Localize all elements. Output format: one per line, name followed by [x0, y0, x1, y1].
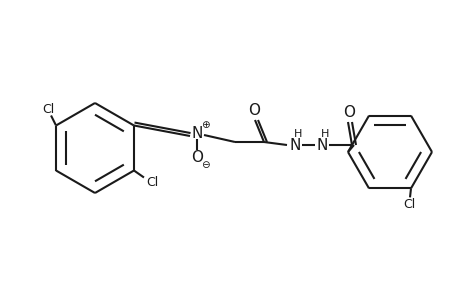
Text: N: N	[316, 137, 327, 152]
Text: O: O	[190, 149, 202, 164]
Text: ⊕: ⊕	[200, 120, 209, 130]
Text: H: H	[293, 129, 302, 139]
Text: Cl: Cl	[42, 103, 54, 116]
Text: N: N	[191, 125, 202, 140]
Text: ⊖: ⊖	[200, 160, 209, 170]
Text: Cl: Cl	[402, 198, 414, 211]
Text: N: N	[289, 137, 300, 152]
Text: Cl: Cl	[146, 176, 158, 189]
Text: O: O	[247, 103, 259, 118]
Text: O: O	[342, 104, 354, 119]
Text: H: H	[320, 129, 329, 139]
